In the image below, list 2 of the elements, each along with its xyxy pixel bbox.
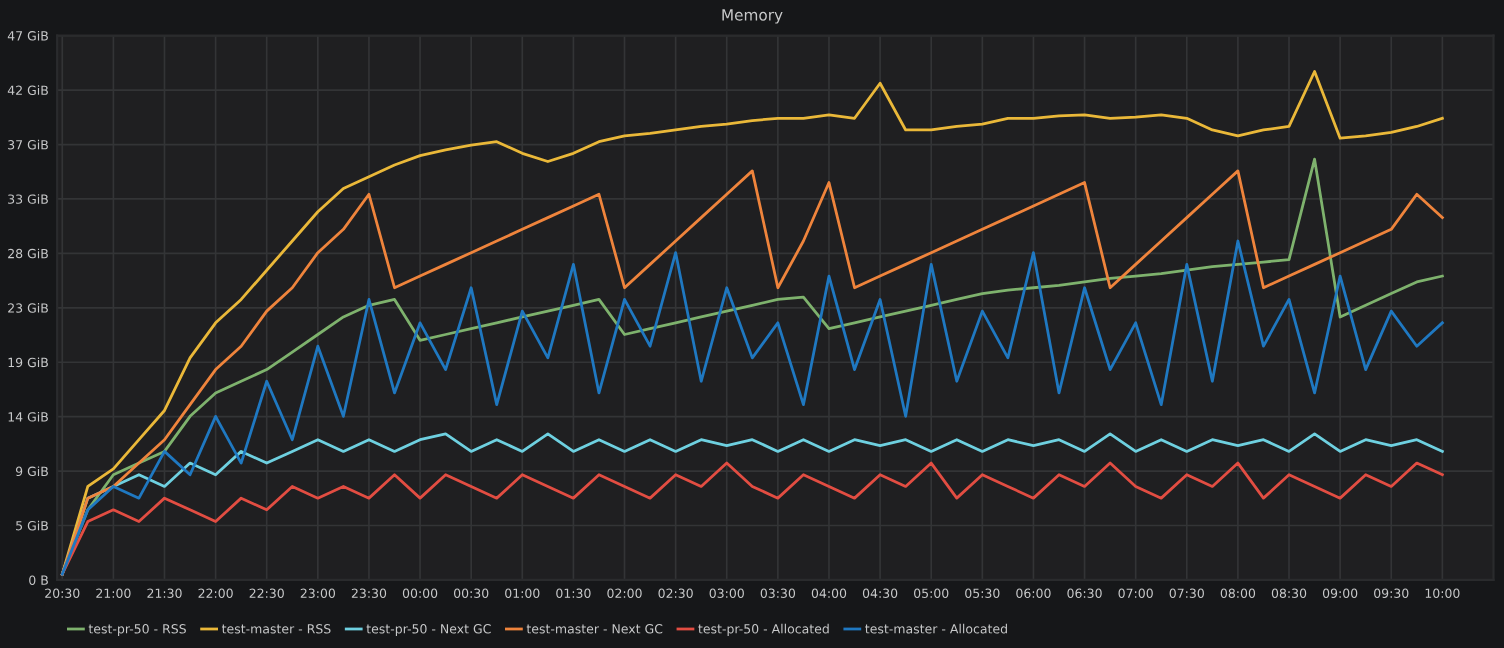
line-series [60, 461, 1444, 576]
line-series [60, 239, 1444, 576]
